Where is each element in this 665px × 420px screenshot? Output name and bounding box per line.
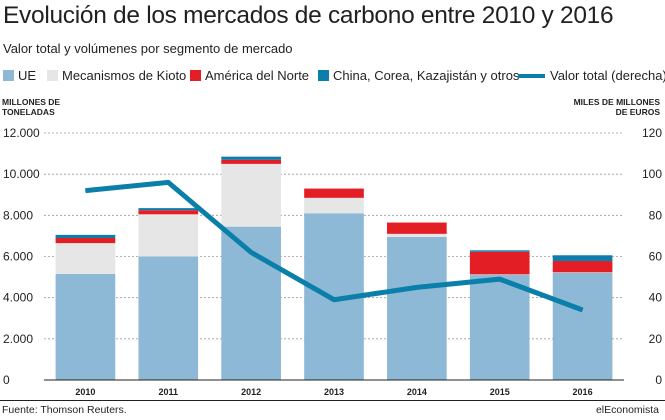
legend-item-kioto: Mecanismos de Kioto — [47, 68, 186, 83]
x-tick-label: 2012 — [241, 387, 261, 397]
legend-item-valor: Valor total (derecha) — [518, 68, 665, 83]
bar-2014-series-0 — [387, 236, 447, 380]
right-axis-title: MILES DE MILLONES DE EUROS — [574, 97, 660, 117]
brand-label: elEconomista — [595, 404, 659, 416]
x-tick-label: 2013 — [324, 387, 344, 397]
total-value-point — [416, 286, 418, 288]
y-tick-left-label: 2.000 — [3, 332, 33, 346]
right-axis-title-line2: DE EUROS — [615, 107, 660, 117]
legend-swatch-ue — [3, 70, 14, 81]
y-tick-left-label: 6.000 — [3, 250, 33, 264]
bar-2011-series-3 — [138, 208, 199, 211]
total-value-point — [582, 309, 584, 311]
chart-subtitle: Valor total y volúmenes por segmento de … — [3, 41, 293, 56]
x-tick-label: 2015 — [490, 387, 510, 397]
y-tick-left-label: 8.000 — [3, 208, 33, 222]
right-axis-title-line1: MILES DE MILLONES — [573, 97, 660, 107]
bar-2014-series-2 — [387, 222, 447, 234]
bar-2016-series-2 — [552, 261, 613, 273]
x-tick-label: 2011 — [159, 387, 179, 397]
total-value-point — [250, 251, 252, 253]
y-tick-left-label: 4.000 — [3, 291, 33, 305]
bar-2010-series-1 — [55, 243, 116, 274]
legend-label-china: China, Corea, Kazajistán y otros — [333, 68, 520, 83]
y-tick-left-label: 10.000 — [3, 167, 40, 181]
y-tick-right-label: 80 — [649, 208, 663, 222]
bar-2010-series-0 — [55, 273, 116, 380]
y-tick-right-label: 0 — [655, 373, 662, 387]
bar-2011-series-1 — [138, 214, 199, 257]
bar-2016-series-0 — [552, 272, 613, 380]
source-note: Fuente: Thomson Reuters. — [2, 404, 127, 416]
left-axis-title-line1: MILLONES DE — [2, 97, 61, 107]
bar-2016-series-3 — [552, 255, 613, 262]
legend-swatch-valor — [518, 73, 545, 78]
bar-2011-series-0 — [138, 256, 199, 380]
y-tick-right-label: 20 — [649, 332, 663, 346]
bar-2015-series-3 — [469, 250, 530, 252]
y-tick-left-label: 0 — [3, 373, 10, 387]
legend-swatch-china — [318, 70, 329, 81]
bar-2015-series-2 — [469, 251, 530, 275]
bar-2015-series-1 — [469, 274, 530, 276]
footer-divider — [0, 400, 665, 401]
total-value-point — [84, 190, 86, 192]
legend-label-america: América del Norte — [205, 68, 310, 83]
legend: UE Mecanismos de Kioto América del Norte… — [0, 68, 665, 84]
bar-2012-series-3 — [221, 156, 281, 160]
total-value-point — [333, 299, 335, 301]
chart-title: Evolución de los mercados de carbono ent… — [3, 2, 614, 29]
x-tick-label: 2014 — [407, 387, 427, 397]
y-tick-right-label: 60 — [649, 250, 663, 264]
total-value-point — [167, 181, 169, 183]
legend-item-america: América del Norte — [190, 68, 309, 83]
bar-2011-series-2 — [138, 210, 199, 215]
bar-2014-series-1 — [387, 233, 447, 237]
legend-item-china: China, Corea, Kazajistán y otros — [318, 68, 519, 83]
y-tick-right-label: 100 — [642, 167, 662, 181]
bar-2016-series-1 — [552, 272, 613, 273]
bar-2010-series-3 — [55, 234, 116, 238]
bar-2012-series-1 — [221, 163, 281, 227]
legend-item-ue: UE — [3, 68, 36, 83]
left-axis-title: MILLONES DE TONELADAS — [2, 97, 60, 117]
legend-label-valor: Valor total (derecha) — [550, 68, 665, 83]
y-tick-right-label: 40 — [649, 291, 663, 305]
legend-label-ue: UE — [18, 68, 37, 83]
y-tick-right-label: 120 — [642, 126, 662, 140]
bar-2013-series-2 — [304, 188, 364, 198]
legend-swatch-america — [190, 70, 201, 81]
legend-label-kioto: Mecanismos de Kioto — [62, 68, 187, 83]
bar-2012-series-2 — [221, 159, 281, 164]
bar-2015-series-0 — [469, 275, 530, 380]
bar-2013-series-1 — [304, 197, 364, 214]
x-tick-label: 2016 — [573, 387, 593, 397]
y-tick-left-label: 12.000 — [3, 126, 40, 140]
bar-2010-series-2 — [55, 237, 116, 244]
total-value-point — [499, 278, 501, 280]
x-tick-label: 2010 — [75, 387, 95, 397]
legend-swatch-kioto — [47, 70, 58, 81]
left-axis-title-line2: TONELADAS — [2, 107, 55, 117]
